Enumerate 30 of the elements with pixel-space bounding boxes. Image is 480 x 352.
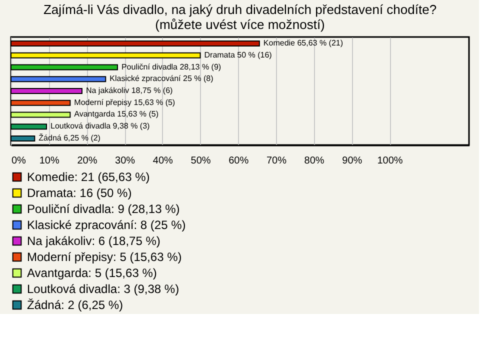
x-tick-label: 0% (12, 156, 26, 166)
data-label: Avantgarda 15,63 % (5) (74, 110, 159, 119)
x-tick-label: 30% (115, 156, 136, 166)
legend-label: Loutková divadla: 3 (9,38 %) (27, 282, 180, 296)
legend-label: Na jakákoliv: 6 (18,75 %) (27, 234, 160, 248)
x-tick-label: 10% (39, 156, 60, 166)
data-label: Loutková divadla 9,38 % (3) (50, 122, 150, 131)
data-label: Žádná 6,25 % (2) (38, 133, 101, 142)
legend-label: Pouliční divadla: 9 (28,13 %) (27, 202, 180, 216)
legend-label: Dramata: 16 (50 %) (27, 186, 132, 200)
x-tick-label: 50% (190, 156, 211, 166)
x-tick-label: 90% (342, 156, 362, 166)
legend-label: Avantgarda: 5 (15,63 %) (27, 266, 157, 280)
x-tick-label: 100% (377, 156, 403, 166)
data-label: Komedie 65,63 % (21) (263, 38, 344, 48)
x-tick-label: 60% (228, 156, 249, 166)
data-label: Pouliční divadla 28,13 % (9) (121, 62, 222, 72)
legend-label: Žádná: 2 (6,25 %) (27, 298, 124, 312)
data-label: Klasické zpracování 25 % (8) (110, 74, 214, 84)
data-label: Na jakákoliv 18,75 % (6) (86, 86, 174, 95)
x-tick-label: 20% (77, 156, 98, 166)
legend-label: Klasické zpracování: 8 (25 %) (27, 218, 186, 232)
x-tick-label: 70% (266, 156, 287, 166)
data-label: Moderní přepisy 15,63 % (5) (74, 98, 176, 107)
chart-title: Zajímá-li Vás divadlo, na jaký druh divadelních představení chodíte? (můžete uvést více možností) (43, 2, 437, 32)
legend-label: Moderní přepisy: 5 (15,63 %) (27, 250, 182, 264)
x-tick-label: 40% (152, 156, 174, 166)
x-tick-label: 80% (304, 156, 324, 166)
data-label: Dramata 50 % (16) (204, 50, 272, 60)
legend-label: Komedie: 21 (65,63 %) (27, 170, 150, 184)
